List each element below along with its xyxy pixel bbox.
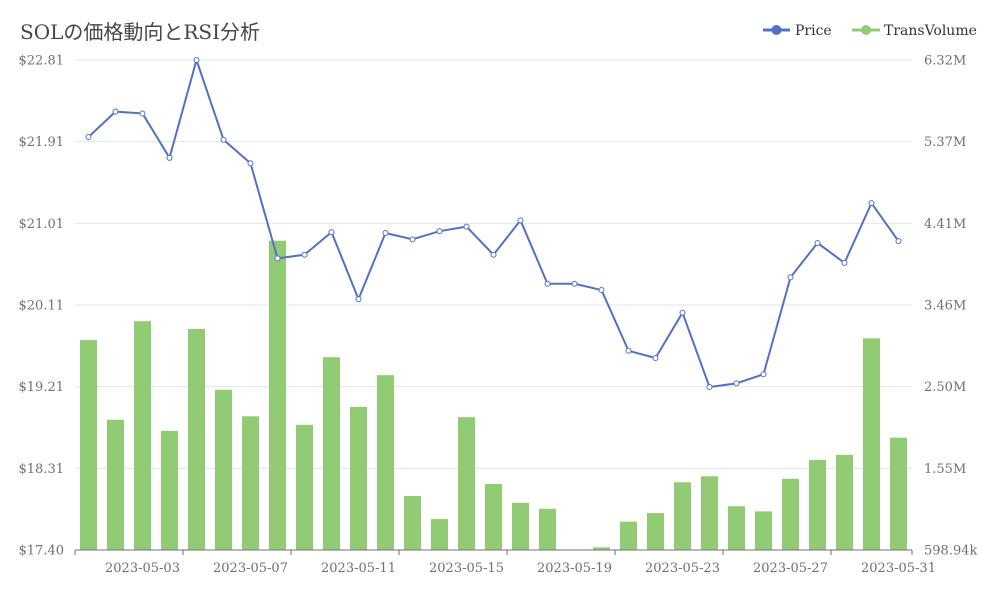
price-point [85, 133, 92, 140]
price-point [895, 238, 902, 245]
y-right-tick-label: 1.55M [924, 462, 966, 477]
price-point [571, 280, 578, 287]
transvolume-bar [215, 389, 232, 550]
price-point [490, 251, 497, 258]
price-point [436, 228, 443, 235]
transvolume-bar [593, 547, 610, 550]
price-point [193, 57, 200, 63]
y-left-tick-label: $21.01 [19, 217, 65, 232]
transvolume-legend-dot-icon [861, 25, 871, 35]
price-point [247, 160, 254, 167]
price-point [112, 108, 119, 115]
transvolume-bar [539, 508, 556, 550]
y-left-tick-label: $20.11 [19, 299, 65, 314]
x-tick-label: 2023-05-15 [429, 561, 504, 576]
transvolume-bar [107, 419, 124, 550]
transvolume-bar [863, 338, 880, 550]
y-right-tick-label: 598.94k [924, 544, 977, 559]
y-right-tick-label: 2.50M [924, 380, 966, 395]
price-point [868, 200, 875, 207]
y-left-tick-label: $18.31 [19, 462, 65, 477]
price-point [706, 383, 713, 390]
legend-item-transvolume[interactable]: TransVolume [852, 23, 977, 39]
transvolume-bar [890, 437, 907, 550]
price-point [625, 347, 632, 354]
x-tick-label: 2023-05-19 [537, 561, 612, 576]
price-point [814, 239, 821, 246]
chart-title: SOLの価格動向とRSI分析 [20, 20, 260, 44]
gridlines [75, 59, 912, 469]
price-point [760, 371, 767, 378]
transvolume-bar [80, 340, 97, 550]
legend: Price TransVolume [763, 23, 977, 39]
transvolume-bar [836, 454, 853, 550]
transvolume-bar [161, 430, 178, 550]
price-point [652, 354, 659, 361]
price-point [841, 259, 848, 266]
price-point [139, 110, 146, 117]
price-point [166, 154, 173, 161]
y-right-tick-label: 6.32M [924, 54, 966, 69]
price-point [409, 236, 416, 243]
price-legend-dot-icon [771, 25, 782, 35]
x-tick-label: 2023-05-23 [645, 561, 720, 576]
y-left-tick-label: $17.40 [19, 544, 65, 559]
price-point [301, 251, 308, 258]
price-point [328, 229, 335, 236]
x-tick-label: 2023-05-11 [321, 561, 396, 576]
price-point [382, 229, 389, 236]
price-point [220, 136, 227, 143]
legend-label-price: Price [795, 23, 832, 39]
transvolume-bar [269, 240, 286, 550]
transvolume-bar [404, 495, 421, 550]
y-axis-right-labels: 598.94k 1.55M 2.50M 3.46M 4.41M 5.37M 6.32M [924, 54, 977, 559]
price-point [544, 280, 551, 287]
transvolume-bar [620, 521, 637, 550]
transvolume-bar [701, 476, 718, 550]
price-point [598, 287, 605, 294]
transvolume-bar [188, 328, 205, 550]
price-point [274, 255, 281, 262]
y-axis-left-labels: $17.40 $18.31 $19.21 $20.11 $21.01 $21.91 $22.… [19, 54, 65, 559]
price-point [355, 296, 362, 303]
transvolume-bar [431, 519, 448, 550]
y-left-tick-label: $19.21 [19, 380, 65, 395]
price-point [679, 309, 686, 316]
price-point [517, 217, 524, 224]
x-tick-label: 2023-05-03 [105, 561, 180, 576]
transvolume-bar [755, 511, 772, 550]
legend-label-transvolume: TransVolume [884, 23, 977, 39]
transvolume-bar [512, 502, 529, 550]
transvolume-bar [485, 483, 502, 550]
transvolume-bar [350, 406, 367, 550]
transvolume-bar [323, 357, 340, 550]
transvolume-bar [242, 416, 259, 550]
transvolume-bars [80, 240, 907, 550]
price-point [787, 274, 794, 281]
x-tick-label: 2023-05-27 [753, 561, 828, 576]
transvolume-bar [728, 506, 745, 550]
y-right-tick-label: 4.41M [924, 217, 966, 232]
y-right-tick-label: 3.46M [924, 299, 966, 314]
transvolume-bar [296, 424, 313, 550]
y-left-tick-label: $22.81 [19, 54, 65, 69]
x-tick-label: 2023-05-07 [213, 561, 288, 576]
y-right-tick-label: 5.37M [924, 135, 966, 150]
transvolume-bar [809, 459, 826, 550]
price-point [733, 380, 740, 387]
transvolume-bar [377, 375, 394, 550]
transvolume-bar [647, 513, 664, 550]
x-axis: 2023-05-03 2023-05-07 2023-05-11 2023-05-15… [74, 549, 936, 576]
transvolume-bar [674, 482, 691, 550]
price-series [85, 57, 902, 390]
transvolume-bar [134, 321, 151, 550]
legend-item-price[interactable]: Price [763, 23, 832, 39]
price-point [463, 223, 470, 230]
y-left-tick-label: $21.91 [19, 135, 65, 150]
x-tick-label: 2023-05-31 [861, 561, 936, 576]
transvolume-bar [782, 478, 799, 550]
transvolume-bar [458, 417, 475, 550]
